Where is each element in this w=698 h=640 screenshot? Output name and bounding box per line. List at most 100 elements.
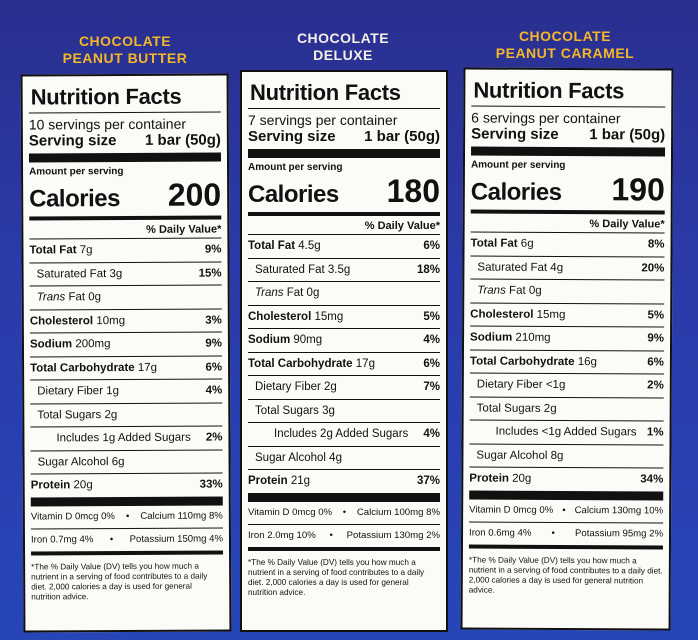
nutrient-daily-value: 2% (205, 431, 223, 444)
nutrient-amount: 17g (355, 357, 375, 370)
nutrient-daily-value: 6% (423, 357, 440, 370)
nutrient-daily-value: 37% (416, 475, 440, 487)
nutrient-amount: Fat 0g (286, 287, 320, 299)
iron: Iron 0.6mg 4% (469, 526, 532, 539)
mineral-row: Iron 0.6mg 4% • Potassium 95mg 2% (468, 520, 664, 546)
nutrient-label: Protein (469, 472, 509, 485)
nutrient-label: Trans (255, 287, 284, 299)
nutrient-row: Protein 20g 33% (30, 472, 223, 498)
nutrient-row: Protein 21g 37% (248, 469, 440, 493)
nutrient-amount: 20g (512, 472, 532, 485)
nutrient-amount: 4g (550, 261, 564, 274)
serving-size-value: 1 bar (50g) (364, 128, 440, 145)
nutrient-label: Total Sugars (37, 408, 102, 421)
nutrient-amount: 1g (106, 385, 120, 398)
nutrient-row: Saturated Fat 3g 15% (29, 260, 222, 286)
calories-row: Calories 190 (471, 171, 665, 210)
nutrient-daily-value: 6% (423, 240, 440, 252)
nutrient-row: Total Sugars 3g (248, 398, 440, 423)
nutrient-amount: <1g (545, 378, 566, 391)
nutrient-daily-value: 8% (647, 238, 665, 251)
nutrient-row: Total Carbohydrate 16g 6% (469, 348, 664, 374)
nutrient-row: Trans Fat 0g (470, 278, 665, 304)
nutrient-amount: 10mg (96, 314, 126, 327)
nutrient-amount: 6g (111, 455, 125, 468)
nutrient-label: Total Sugars (476, 402, 541, 415)
calcium: Calcium 130mg 10% (574, 504, 664, 517)
nutrient-amount: 15mg (314, 310, 344, 323)
nutrient-row: Total Sugars 2g (30, 401, 223, 427)
calories-row: Calories 200 (29, 176, 222, 216)
nutrient-daily-value: 20% (641, 261, 665, 275)
nutrient-row: Sodium 210mg 9% (469, 325, 665, 351)
nutrient-label: Total Fat (470, 237, 518, 250)
nutrient-daily-value: 9% (204, 243, 222, 256)
nutrient-amount: 8g (550, 449, 564, 462)
nutrient-label: Sugar Alcohol (476, 449, 548, 462)
nutrient-daily-value: 9% (205, 337, 222, 350)
nutrient-row: Saturated Fat 3.5g 18% (248, 257, 440, 282)
nutrient-daily-value: 7% (423, 381, 440, 393)
nutrient-label: Trans (477, 284, 506, 297)
nutrition-panel-peanut-caramel: Nutrition Facts 6 servings per container S… (460, 67, 674, 631)
vitamin-row: Vitamin D 0mcg 0% • Calcium 110mg 8% (31, 505, 223, 528)
nutrient-row: Sodium 90mg 4% (248, 328, 440, 352)
nutrient-daily-value: 34% (640, 473, 664, 486)
daily-value-footnote: *The % Daily Value (DV) tells you how mu… (468, 554, 663, 595)
vitamin-d: Vitamin D 0mcg 0% (248, 506, 333, 518)
nutrient-amount: 4.5g (298, 240, 321, 252)
nutrient-label: Total Sugars (255, 404, 319, 417)
nutrient-amount: 20g (73, 479, 93, 492)
daily-value-footnote: *The % Daily Value (DV) tells you how mu… (248, 557, 425, 597)
iron: Iron 2.0mg 10% (248, 529, 316, 541)
nutrient-amount: Fat 0g (509, 284, 542, 297)
nutrient-row: Total Carbohydrate 17g 6% (248, 351, 440, 376)
nutrient-label: Saturated Fat (36, 267, 107, 280)
nutrition-facts-title: Nutrition Facts (473, 77, 625, 104)
nutrient-daily-value: 4% (423, 334, 440, 346)
nutrient-row: Sodium 200mg 9% (29, 331, 223, 357)
nutrient-amount: 21g (290, 475, 311, 487)
nutrient-row: Dietary Fiber 1g 4% (30, 378, 223, 404)
nutrient-label: Sodium (470, 331, 513, 344)
nutrient-row: Sugar Alcohol 8g (469, 442, 664, 468)
vitamin-row: Vitamin D 0mcg 0% • Calcium 100mg 8% (248, 502, 440, 524)
nutrient-label: Total Carbohydrate (248, 357, 353, 370)
calories-value: 200 (167, 176, 222, 213)
flavor-title-peanut-caramel: CHOCOLATE PEANUT CARAMEL (495, 28, 635, 61)
nutrient-daily-value: 9% (647, 332, 665, 345)
serving-size-row: Serving size 1 bar (50g) (248, 128, 440, 146)
potassium: Potassium 95mg 2% (575, 527, 664, 540)
nutrient-daily-value: 6% (647, 355, 664, 369)
nutrient-amount: 17g (137, 361, 158, 374)
nutrient-label: Saturated Fat (255, 263, 325, 276)
daily-value-header: % Daily Value* (589, 218, 665, 231)
nutrient-daily-value: 4% (205, 384, 223, 397)
calcium: Calcium 100mg 8% (356, 506, 440, 518)
calories-label: Calories (29, 185, 120, 213)
calories-value: 190 (611, 171, 665, 208)
nutrient-amount: 1g Added Sugars (102, 431, 191, 445)
nutrient-row: Dietary Fiber 2g 7% (248, 375, 440, 399)
nutrient-row: Protein 20g 34% (469, 466, 664, 492)
nutrient-daily-value: 1% (646, 426, 664, 439)
nutrient-row: Includes 1g Added Sugars 2% (30, 425, 223, 451)
vitamin-d: Vitamin D 0mcg 0% (469, 503, 554, 516)
nutrient-row: Total Fat 6g 8% (470, 231, 665, 257)
nutrient-label: Dietary Fiber (476, 378, 543, 391)
nutrient-label: Saturated Fat (477, 261, 548, 274)
servings-per-container: 7 servings per container (248, 112, 398, 128)
nutrient-amount: 90mg (293, 334, 323, 346)
nutrient-row: Total Carbohydrate 17g 6% (30, 354, 223, 380)
nutrient-row: Includes <1g Added Sugars 1% (469, 419, 664, 445)
nutrient-label: Sodium (29, 338, 73, 351)
servings-per-container: 6 servings per container (471, 109, 621, 127)
nutrient-daily-value: 3% (205, 313, 222, 327)
nutrient-amount: 2g (543, 402, 557, 415)
nutrient-amount: Fat 0g (68, 291, 102, 304)
amount-per-serving: Amount per serving (248, 162, 343, 173)
calories-value: 180 (386, 173, 440, 209)
vitamin-row: Vitamin D 0mcg 0% • Calcium 130mg 10% (469, 499, 663, 522)
nutrient-amount: 6g (520, 237, 534, 250)
nutrient-daily-value: 18% (416, 263, 440, 276)
